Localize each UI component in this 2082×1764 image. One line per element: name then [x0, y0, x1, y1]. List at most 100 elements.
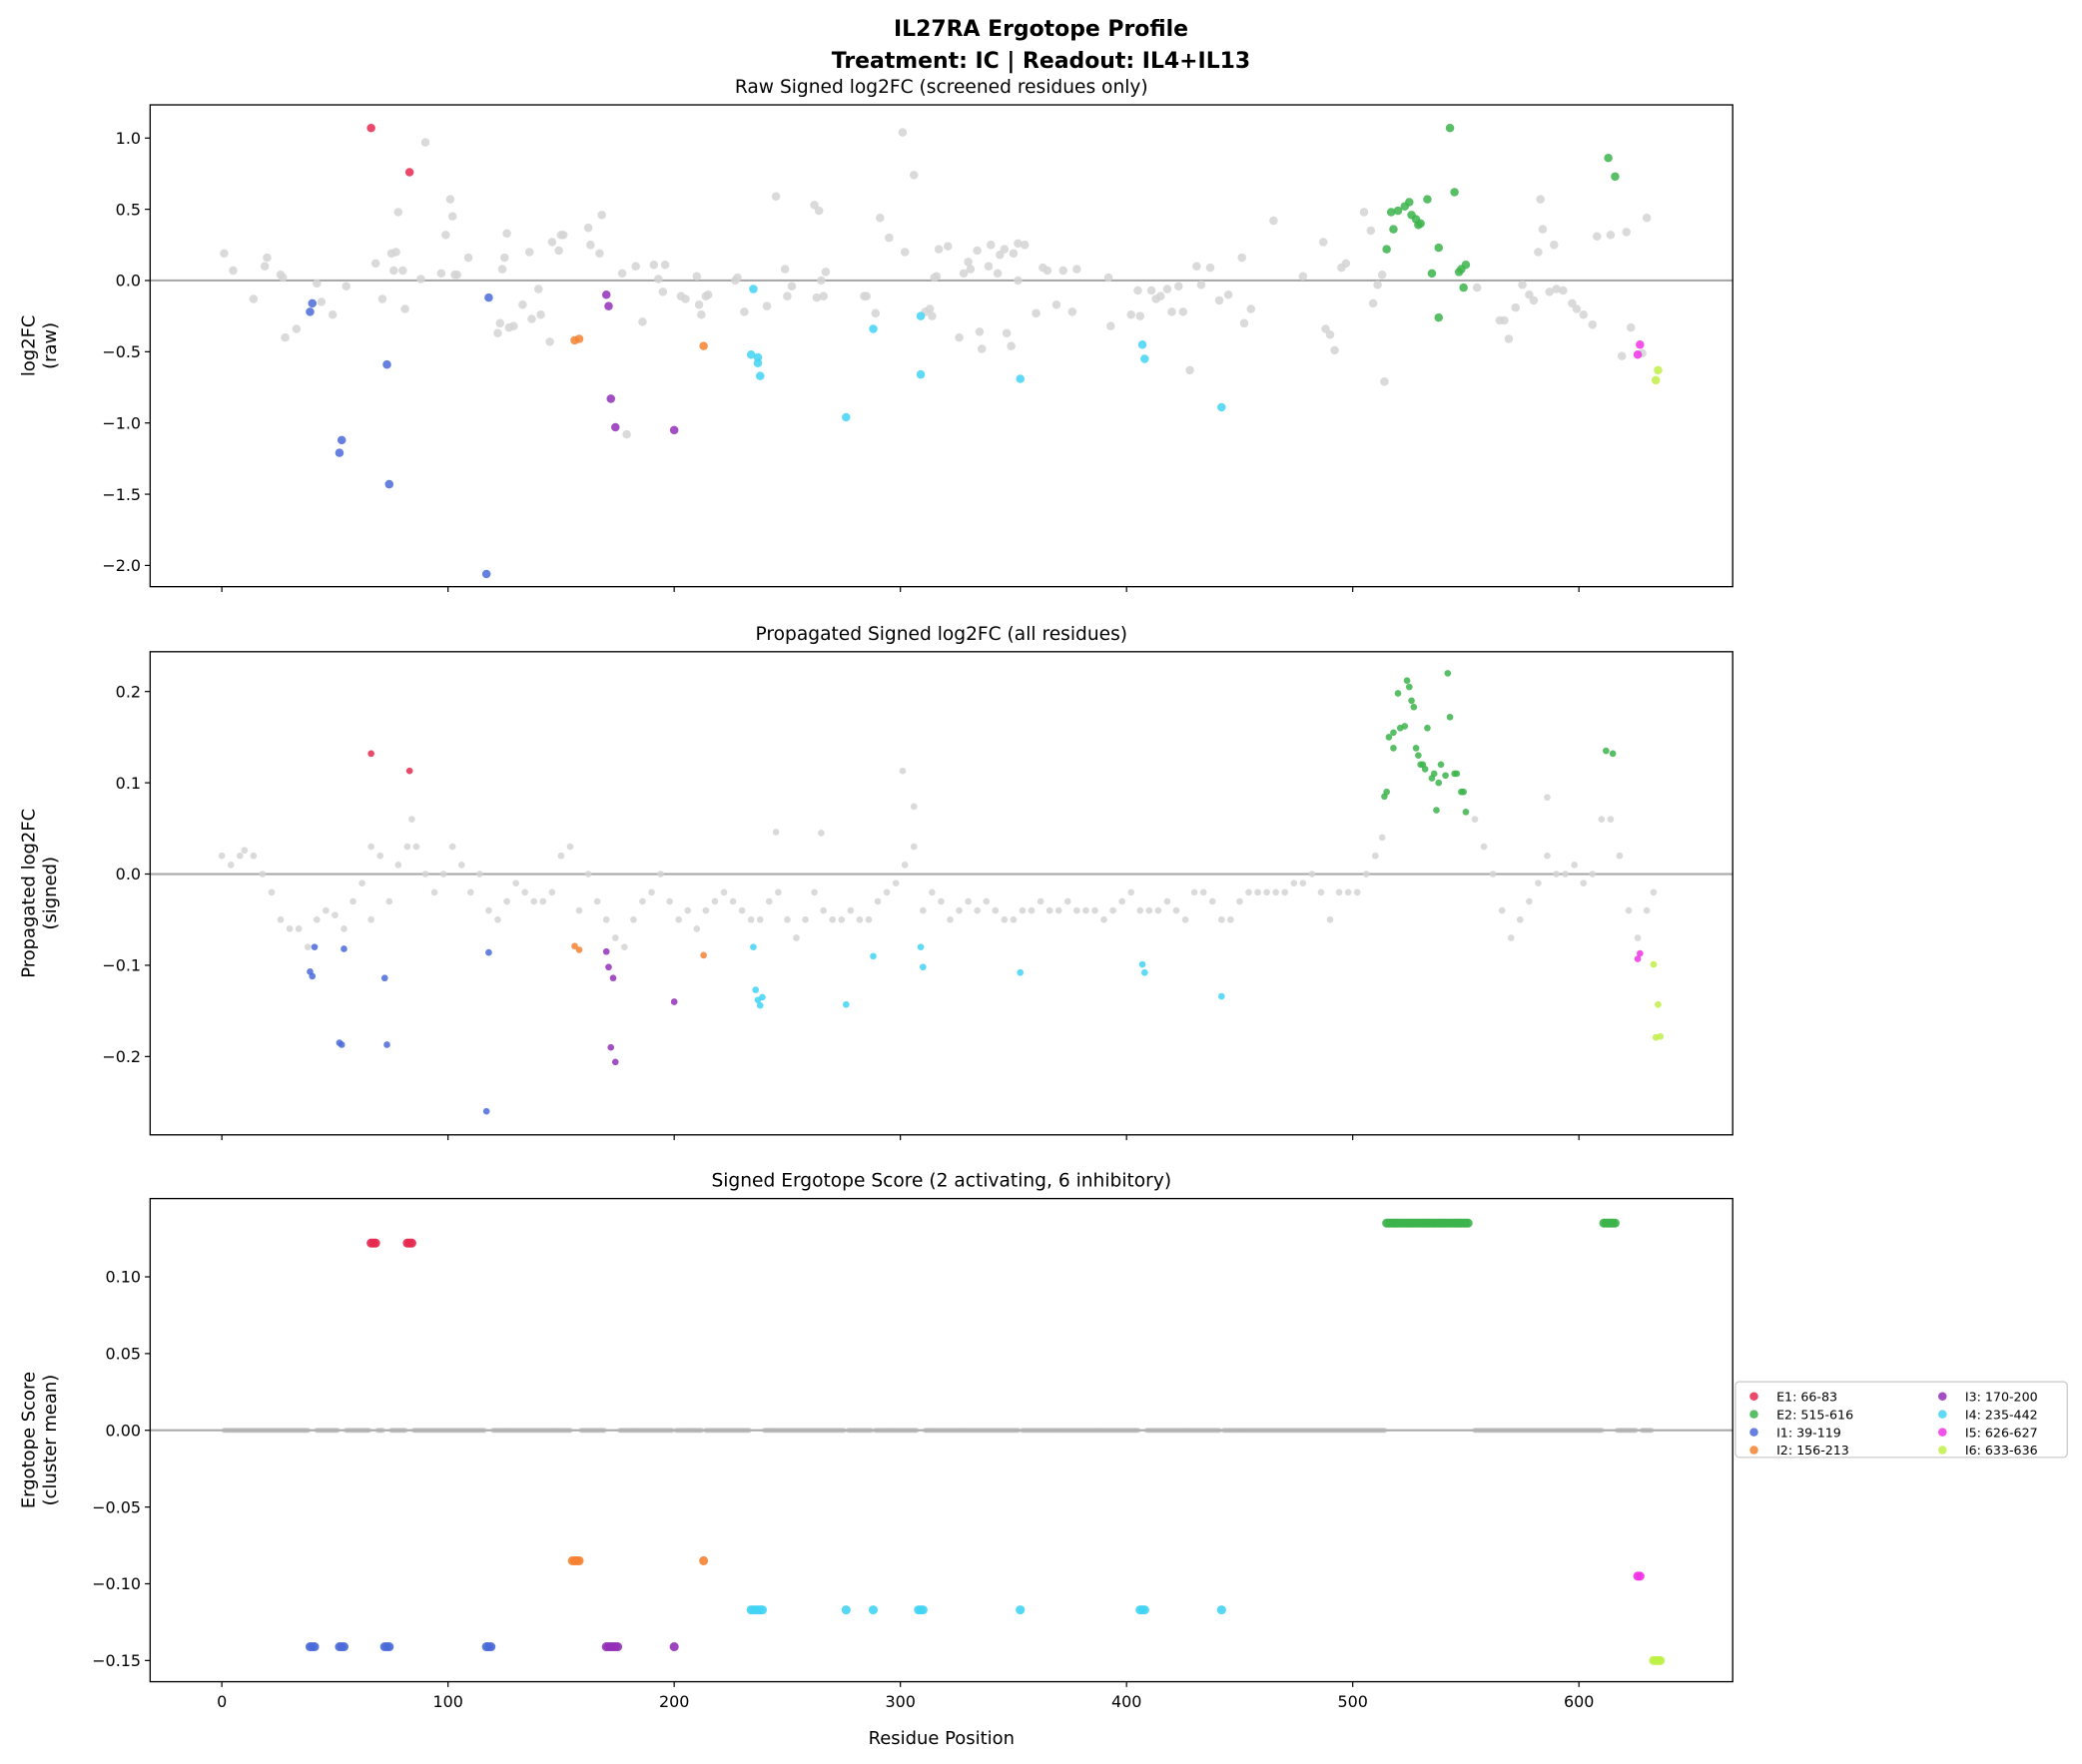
background-point [1236, 897, 1243, 905]
background-point [1133, 286, 1142, 295]
background-point [898, 128, 908, 137]
background-point [575, 906, 583, 914]
cluster-point-I4 [919, 963, 927, 971]
background-point [1366, 226, 1376, 236]
background-point [1010, 915, 1018, 923]
cluster-point-E2 [1604, 154, 1613, 163]
cluster-point-E2 [1416, 219, 1425, 229]
background-point [1362, 871, 1370, 878]
background-point [521, 888, 528, 896]
background-point [365, 1428, 372, 1434]
cluster-point-I3 [609, 974, 617, 982]
cluster-point-E2 [1434, 312, 1444, 322]
background-point [305, 1428, 311, 1434]
background-point [996, 251, 1005, 260]
cluster-point-E2 [1433, 807, 1440, 814]
background-point [463, 253, 473, 263]
cluster-point-I6 [1650, 960, 1658, 968]
background-point [733, 273, 742, 283]
cluster-point-I4 [757, 1605, 768, 1615]
legend-label-I6: I6: 633-636 [1965, 1443, 2038, 1458]
background-point [1163, 897, 1171, 905]
x-tick-label: 500 [1337, 1692, 1367, 1711]
background-point [966, 265, 976, 274]
background-point [756, 915, 764, 923]
legend-marker-I5 [1938, 1428, 1947, 1437]
background-point [992, 906, 1000, 914]
background-point [367, 915, 374, 923]
background-point [617, 269, 627, 279]
cluster-point-I3 [669, 425, 679, 435]
cluster-point-E2 [1450, 188, 1459, 197]
cluster-point-I2 [571, 942, 578, 950]
suptitle-line2: Treatment: IC | Readout: IL4+IL13 [832, 49, 1250, 74]
background-point [1500, 315, 1509, 325]
background-point [675, 915, 683, 923]
background-point [783, 292, 792, 300]
cluster-point-I1 [310, 1641, 320, 1652]
background-point [928, 311, 937, 320]
background-point [810, 201, 819, 210]
cluster-point-I1 [338, 1041, 346, 1048]
background-point [1208, 897, 1216, 905]
background-point [586, 241, 595, 250]
background-point [780, 265, 790, 274]
background-point [631, 262, 640, 271]
background-point [771, 192, 781, 202]
cluster-point-I6 [1651, 375, 1661, 385]
background-point [938, 897, 945, 905]
cluster-point-E2 [1445, 124, 1455, 133]
background-point [512, 880, 519, 886]
background-point [1545, 288, 1554, 296]
cluster-point-I1 [337, 435, 347, 445]
background-point [481, 1428, 487, 1434]
background-point [313, 279, 322, 289]
background-point [812, 293, 822, 302]
background-point [1353, 888, 1361, 896]
background-point [820, 906, 827, 914]
y-tick-label: −0.5 [102, 342, 141, 361]
background-point [811, 888, 818, 896]
background-point [539, 897, 547, 905]
cluster-point-I6 [1656, 1655, 1666, 1665]
panel-title: Propagated Signed log2FC (all residues) [756, 624, 1128, 645]
y-tick-label: −1.0 [102, 413, 141, 432]
cluster-point-I4 [1140, 968, 1148, 976]
background-point [1598, 816, 1606, 823]
background-point [250, 852, 258, 860]
background-point [236, 852, 244, 860]
background-point [692, 272, 702, 281]
background-point [1019, 906, 1027, 914]
cluster-point-E2 [1460, 788, 1467, 796]
cluster-point-I1 [306, 307, 315, 316]
background-point [1032, 308, 1041, 318]
background-point [943, 242, 953, 251]
background-point [554, 246, 563, 256]
background-point [466, 888, 474, 896]
background-point [987, 241, 996, 250]
background-point [784, 915, 791, 923]
cluster-point-E2 [1385, 734, 1393, 741]
background-point [1544, 794, 1551, 802]
background-point [1073, 906, 1080, 914]
cluster-point-I4 [869, 324, 878, 333]
cluster-point-E2 [1386, 208, 1396, 217]
cluster-point-E2 [1444, 670, 1452, 677]
background-point [1593, 232, 1602, 242]
background-point [993, 269, 1003, 279]
background-point [595, 249, 604, 259]
background-point [1308, 871, 1316, 878]
legend-marker-E1 [1749, 1392, 1758, 1401]
cluster-point-E1 [404, 168, 414, 177]
background-point [367, 843, 374, 851]
legend-label-I1: I1: 39-119 [1776, 1425, 1841, 1440]
cluster-point-I1 [481, 569, 491, 579]
background-point [220, 249, 229, 259]
background-point [495, 318, 505, 328]
background-point [658, 288, 668, 296]
cluster-point-I3 [607, 1043, 615, 1051]
background-point [524, 248, 534, 257]
background-point [602, 915, 610, 923]
background-point [1135, 311, 1145, 320]
background-point [929, 888, 936, 896]
